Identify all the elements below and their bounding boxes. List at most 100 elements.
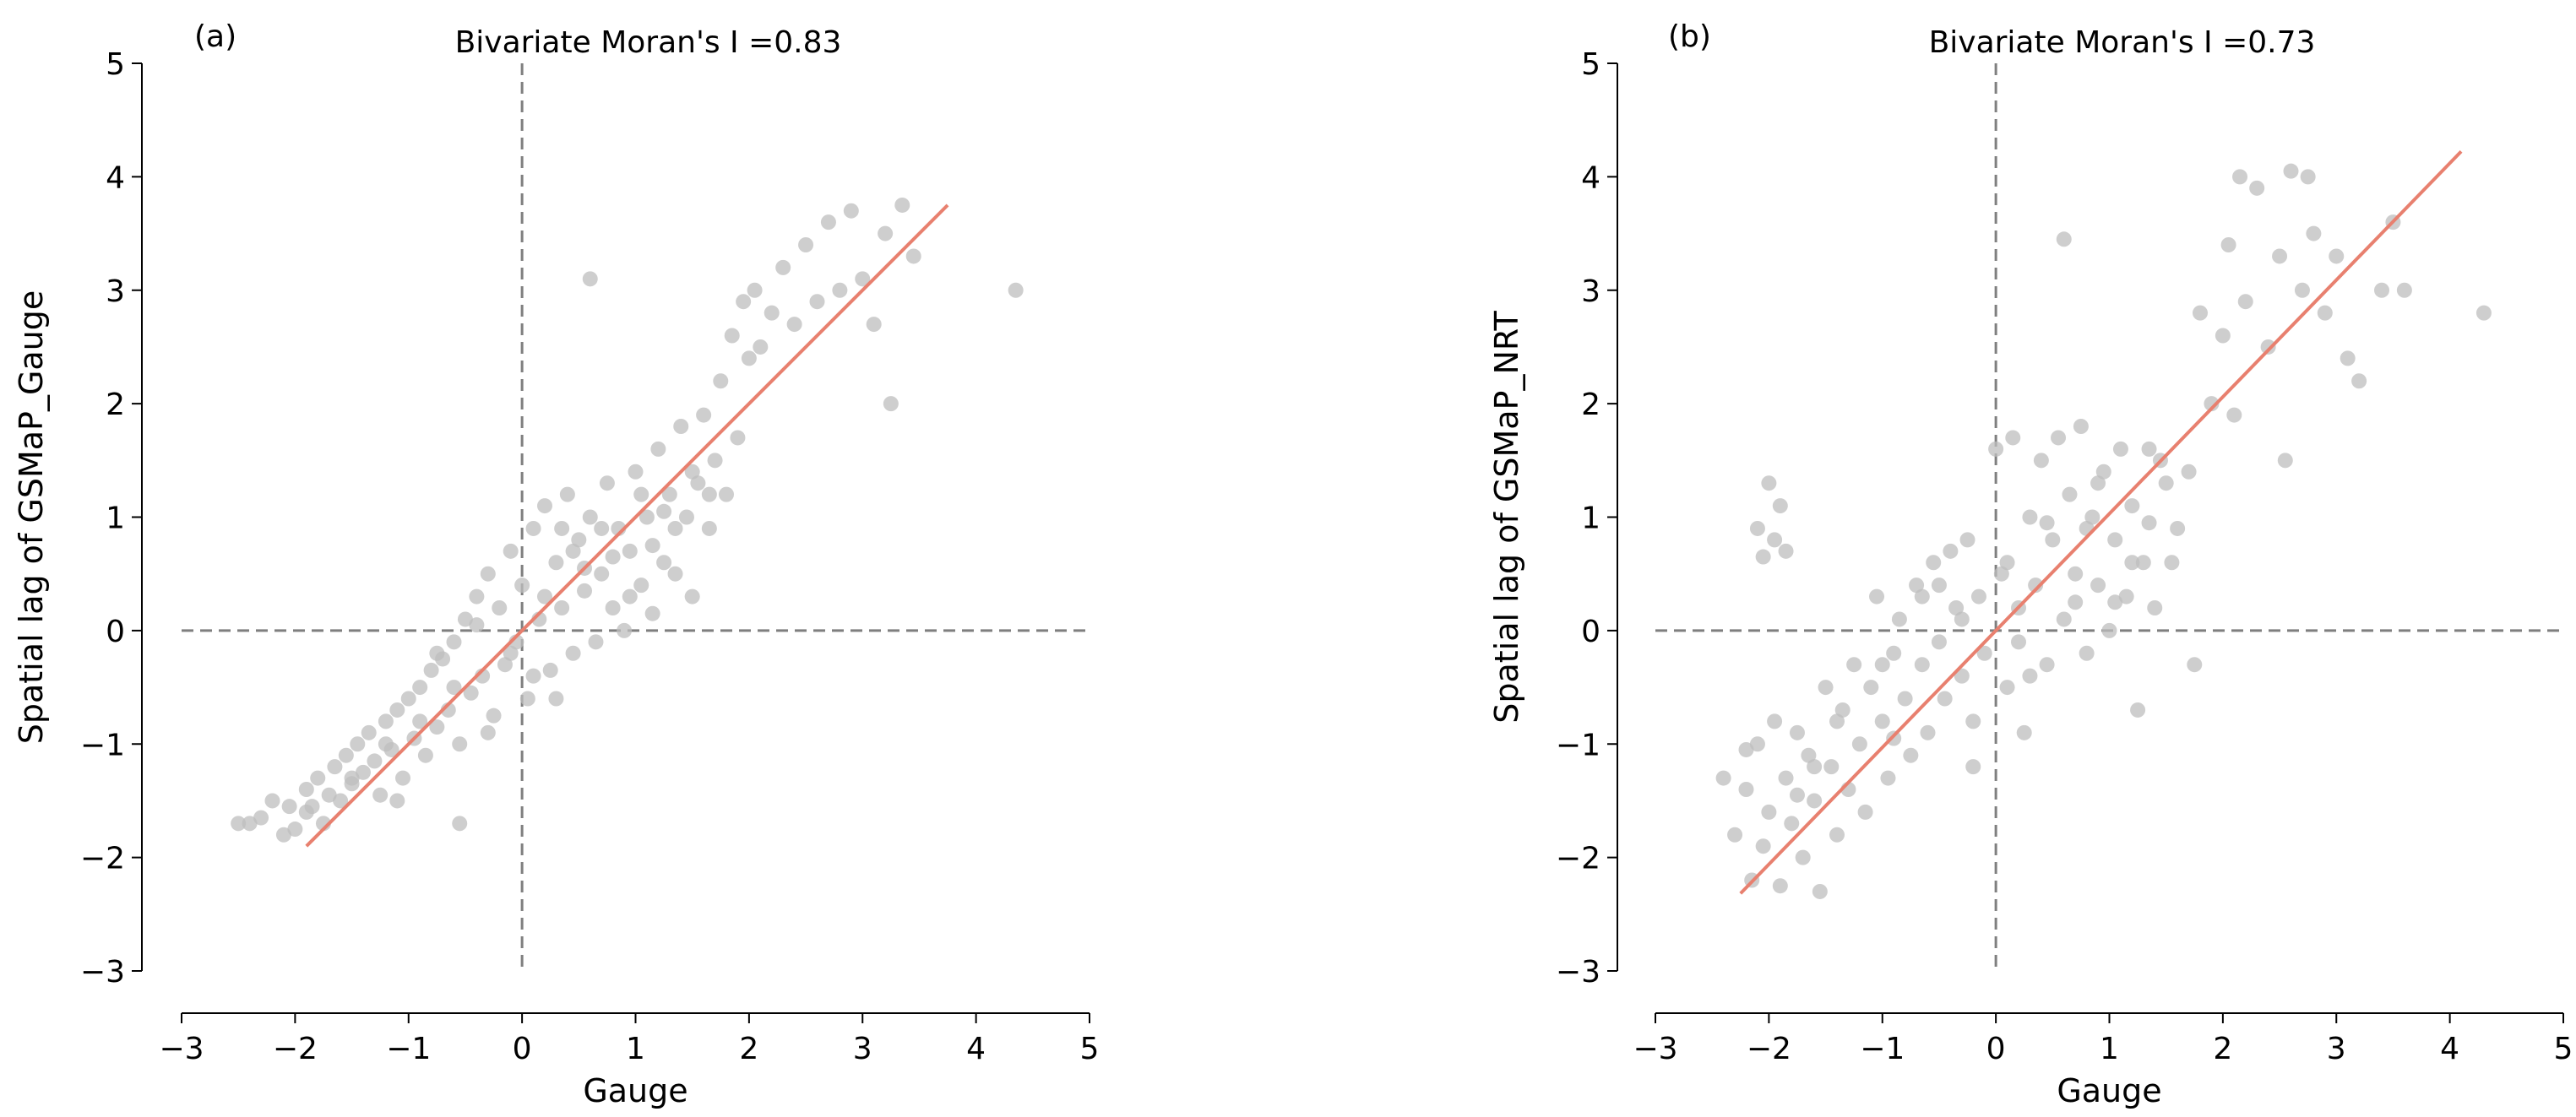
scatter-point: [554, 520, 570, 536]
scatter-point: [1993, 566, 2009, 582]
x-tick-label: −3: [159, 1032, 204, 1066]
scatter-point: [2090, 475, 2106, 491]
scatter-point: [1755, 838, 1771, 854]
scatter-point: [514, 577, 530, 594]
scatter-point: [367, 753, 383, 769]
y-tick-label: 0: [1581, 615, 1600, 649]
scatter-point: [565, 543, 581, 559]
scatter-point: [287, 821, 303, 838]
scatter-point: [1869, 588, 1885, 605]
scatter-point: [281, 799, 297, 815]
scatter-point: [389, 793, 405, 809]
y-tick-label: 1: [1581, 502, 1600, 536]
scatter-point: [741, 350, 757, 366]
scatter-point: [605, 600, 621, 615]
scatter-point: [2028, 577, 2044, 594]
scatter-point: [2158, 475, 2174, 491]
scatter-point: [264, 793, 280, 809]
scatter-point: [2095, 464, 2111, 480]
scatter-point: [2056, 231, 2072, 247]
scatter-point: [605, 549, 621, 565]
scatter-point: [2039, 657, 2055, 673]
scatter-point: [2073, 419, 2089, 434]
x-tick-label: 5: [1080, 1032, 1100, 1066]
chart-title: Bivariate Moran's I =0.73: [1929, 25, 2316, 60]
scatter-point: [843, 203, 859, 219]
scatter-point: [2249, 180, 2265, 196]
panel-label: (b): [1668, 19, 1711, 54]
scatter-point: [525, 520, 541, 536]
chart-title: Bivariate Moran's I =0.83: [455, 25, 842, 60]
scatter-point: [684, 588, 700, 605]
scatter-point: [2033, 453, 2049, 469]
scatter-point: [2107, 594, 2123, 610]
scatter-point: [1807, 793, 1823, 809]
scatter-point: [1834, 702, 1850, 718]
scatter-point: [656, 555, 672, 571]
scatter-point: [599, 475, 615, 491]
scatter-point: [1789, 787, 1805, 803]
scatter-point: [350, 736, 366, 752]
scatter-point: [1965, 759, 1981, 775]
scatter-point: [497, 657, 513, 673]
scatter-point: [1959, 532, 1975, 548]
scatter-point: [486, 708, 502, 724]
scatter-point: [1761, 475, 1777, 491]
scatter-point: [1976, 645, 1992, 661]
scatter-point: [338, 747, 354, 763]
scatter-point: [2232, 169, 2248, 185]
scatter-point: [2112, 441, 2128, 457]
x-tick-label: 3: [853, 1032, 872, 1066]
scatter-point: [1863, 680, 1879, 696]
scatter-point: [1829, 713, 1845, 729]
scatter-point: [2118, 588, 2134, 605]
scatter-point: [1891, 611, 1907, 627]
scatter-point: [2062, 486, 2078, 502]
y-tick-label: 5: [1581, 47, 1600, 82]
x-axis-label: Gauge: [583, 1072, 687, 1109]
x-tick-label: 5: [2554, 1032, 2573, 1066]
scatter-point: [2300, 169, 2316, 185]
panel-label: (a): [194, 19, 236, 54]
scatter-point: [1727, 827, 1743, 843]
scatter-point: [457, 611, 473, 627]
scatter-point: [298, 782, 314, 797]
scatter-point: [753, 339, 769, 355]
y-tick-label: −2: [1556, 842, 1600, 876]
scatter-point: [1829, 827, 1845, 843]
scatter-point: [644, 538, 660, 554]
scatter-point: [333, 793, 349, 809]
scatter-point: [2204, 396, 2220, 412]
scatter-point: [1886, 730, 1902, 746]
scatter-point: [690, 475, 706, 491]
y-axis-label: Spatial lag of GSMaP_Gauge: [13, 290, 50, 745]
y-tick-label: 3: [1581, 274, 1600, 309]
scatter-point: [2181, 464, 2197, 480]
scatter-point: [832, 282, 848, 298]
scatter-point: [361, 724, 377, 740]
scatter-point: [582, 271, 598, 287]
scatter-point: [571, 532, 587, 548]
scatter-point: [452, 816, 468, 832]
scatter-point: [905, 248, 921, 264]
scatter-point: [2090, 577, 2106, 594]
scatter-point: [525, 668, 541, 684]
scatter-point: [400, 691, 416, 707]
scatter-point: [1738, 741, 1754, 757]
scatter-point: [1795, 849, 1811, 865]
scatter-point: [1880, 770, 1896, 786]
scatter-point: [2045, 532, 2061, 548]
scatter-point: [480, 724, 496, 740]
scatter-point: [644, 605, 660, 621]
scatter-point: [1823, 759, 1840, 775]
scatter-point: [446, 680, 462, 696]
scatter-point: [820, 214, 836, 230]
scatter-point: [2283, 163, 2299, 179]
scatter-point: [321, 787, 337, 803]
scatter-point: [469, 588, 485, 605]
x-tick-label: 2: [739, 1032, 758, 1066]
y-axis-label: Spatial lag of GSMaP_NRT: [1488, 310, 1525, 723]
scatter-point: [1954, 611, 1970, 627]
scatter-point: [2351, 373, 2367, 389]
scatter-point: [809, 294, 825, 310]
